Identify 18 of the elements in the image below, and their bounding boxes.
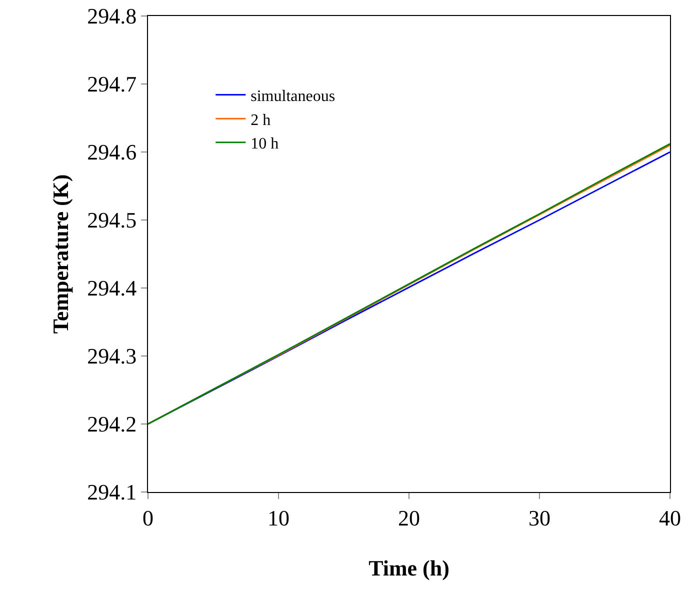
x-tick-label: 0 [142,505,154,530]
legend-label: 10 h [250,136,279,153]
y-tick-label: 294.1 [87,480,137,505]
y-tick-label: 294.3 [87,344,137,369]
x-tick-label: 20 [398,505,420,530]
legend-label: simultaneous [250,88,336,106]
x-tick-label: 40 [659,505,681,530]
y-tick-label: 294.7 [87,72,137,97]
x-tick-label: 30 [528,505,550,530]
y-tick-label: 294.2 [87,412,137,437]
y-tick-label: 294.6 [87,140,137,165]
x-tick-label: 10 [268,505,290,530]
y-axis-title: Temperature (K) [48,174,73,334]
x-axis-title: Time (h) [368,555,450,580]
y-tick-label: 294.4 [87,276,137,301]
y-tick-label: 294.5 [87,208,137,233]
legend-label: 2 h [250,112,271,129]
y-tick-label: 294.8 [87,4,137,29]
